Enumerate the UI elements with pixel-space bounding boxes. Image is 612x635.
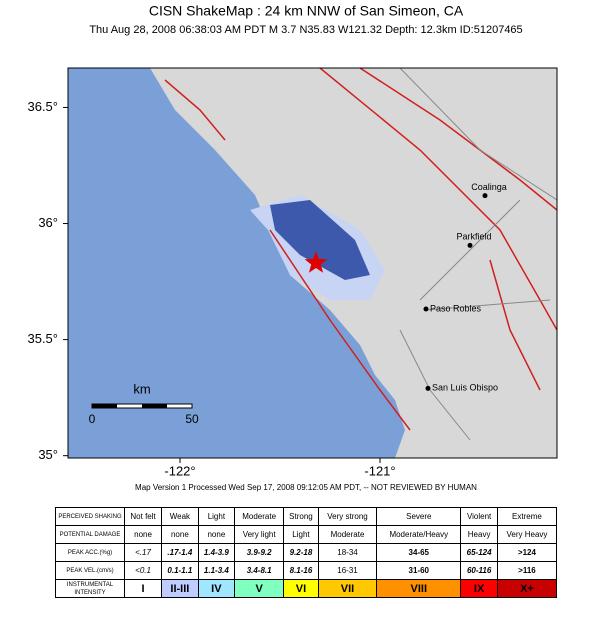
title: CISN ShakeMap : 24 km NNW of San Simeon,… [149,3,464,19]
legend-cell: 3.4-8.1 [234,561,285,580]
y-tick-label: 36° [38,215,58,230]
legend-cell: <0.1 [123,561,163,580]
legend-cell: Very strong [317,507,378,526]
subtitle: Thu Aug 28, 2008 06:38:03 AM PDT M 3.7 N… [89,24,522,36]
legend-cell: none [197,525,236,544]
city-label: Paso Robles [430,303,482,313]
shakemap: CISN ShakeMap : 24 km NNW of San Simeon,… [27,3,558,492]
legend-cell: Heavy [460,525,498,544]
legend-row: PEAK VEL.(cm/s) <0.1 0.1-1.1 1.1-3.4 3.4-8.1… [55,561,558,580]
legend-cell: Very Heavy [496,525,558,544]
legend-cell: II-III [161,579,199,598]
legend-cell: IX [460,579,498,598]
scale-unit: km [133,381,150,396]
legend-cell: .17-1.4 [161,543,199,562]
legend-cell: Severe [376,507,462,526]
legend-cell: Moderate [317,525,378,544]
legend-cell: 8.1-16 [283,561,319,580]
footer: Map Version 1 Processed Wed Sep 17, 2008… [135,483,477,492]
legend-row: PERCEIVED SHAKING Not felt Weak Light Modera… [55,507,558,526]
legend-row: INSTRUMENTAL INTENSITY I II-III IV V VI VII VII… [55,579,558,598]
legend-row: POTENTIAL DAMAGE none none none Very light Li… [55,525,558,544]
legend-cell: 18-34 [317,543,378,562]
legend-cell: VI [283,579,319,598]
row-header: POTENTIAL DAMAGE [55,525,125,544]
legend-cell: VIII [376,579,462,598]
city-label: Coalinga [471,182,507,192]
legend-cell: V [234,579,285,598]
city [425,385,431,391]
legend-cell: >124 [496,543,558,562]
legend-cell: Not felt [123,507,163,526]
legend-cell: Very light [234,525,285,544]
legend-cell: Moderate/Heavy [376,525,462,544]
legend-cell: X+ [496,579,558,598]
city [423,306,429,312]
legend-row: PEAK ACC.(%g) <.17.17-1.4 1.4-3.9 3.9-9.2 9.… [55,543,558,562]
scale-bar: km 0 50 [89,381,199,426]
city-label: San Luis Obispo [432,383,498,393]
legend-cell: 1.1-3.4 [197,561,236,580]
legend-cell: VII [317,579,378,598]
legend-cell: IV [197,579,236,598]
y-tick-label: 36.5° [27,99,58,114]
legend-cell: 0.1-1.1 [161,561,199,580]
legend-cell: 1.4-3.9 [197,543,236,562]
legend-cell: >116 [496,561,558,580]
scale-start: 0 [89,412,96,426]
map-area [68,68,557,458]
legend-cell: 60-116 [460,561,498,580]
row-header: INSTRUMENTAL INTENSITY [55,579,125,598]
legend-cell: Violent [460,507,498,526]
legend-cell: 16-31 [317,561,378,580]
legend-cell: Moderate [234,507,285,526]
city [482,193,488,199]
scale-bar-segment [142,404,167,408]
epicenter [304,251,328,273]
legend-cell: 3.9-9.2 [234,543,285,562]
legend-cell: <.17 [123,543,163,562]
legend-cell: Weak [161,507,199,526]
legend-cell: 34-65 [376,543,462,562]
legend-cell: Light [283,525,319,544]
legend-cell: Strong [283,507,319,526]
shaking-intensity [270,200,370,280]
legend-cell: 65-124 [460,543,498,562]
roads [399,68,557,441]
scale-end: 50 [185,412,199,426]
y-tick-label: 35.5° [27,331,58,346]
row-header: PEAK VEL.(cm/s) [55,561,125,580]
x-tick-label: -121° [364,463,395,478]
map-frame [67,67,558,459]
city-label: Parkfield [456,232,491,242]
legend-cell: Extreme [496,507,558,526]
intensity-legend: PERCEIVED SHAKING Not felt Weak Light Modera… [55,507,558,598]
legend-cell: none [161,525,199,544]
legend-cell: Light [197,507,236,526]
scale-bar-segment [92,404,117,408]
legend-cell: none [123,525,163,544]
row-header: PEAK ACC.(%g) [55,543,125,562]
legend-cell: 31-60 [376,561,462,580]
legend-cell: I [123,579,163,598]
legend-cell: 9.2-18 [283,543,319,562]
city [467,242,473,248]
x-tick-label: -122° [164,463,195,478]
y-tick-label: 35° [38,447,58,462]
ocean [68,68,405,458]
row-header: PERCEIVED SHAKING [55,507,125,526]
